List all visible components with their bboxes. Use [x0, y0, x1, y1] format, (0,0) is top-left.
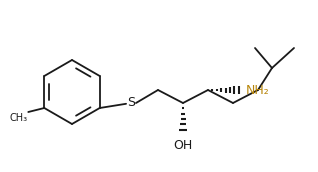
Text: OH: OH	[173, 139, 193, 152]
Text: NH₂: NH₂	[246, 83, 270, 96]
Text: S: S	[127, 96, 135, 110]
Text: CH₃: CH₃	[9, 113, 27, 123]
